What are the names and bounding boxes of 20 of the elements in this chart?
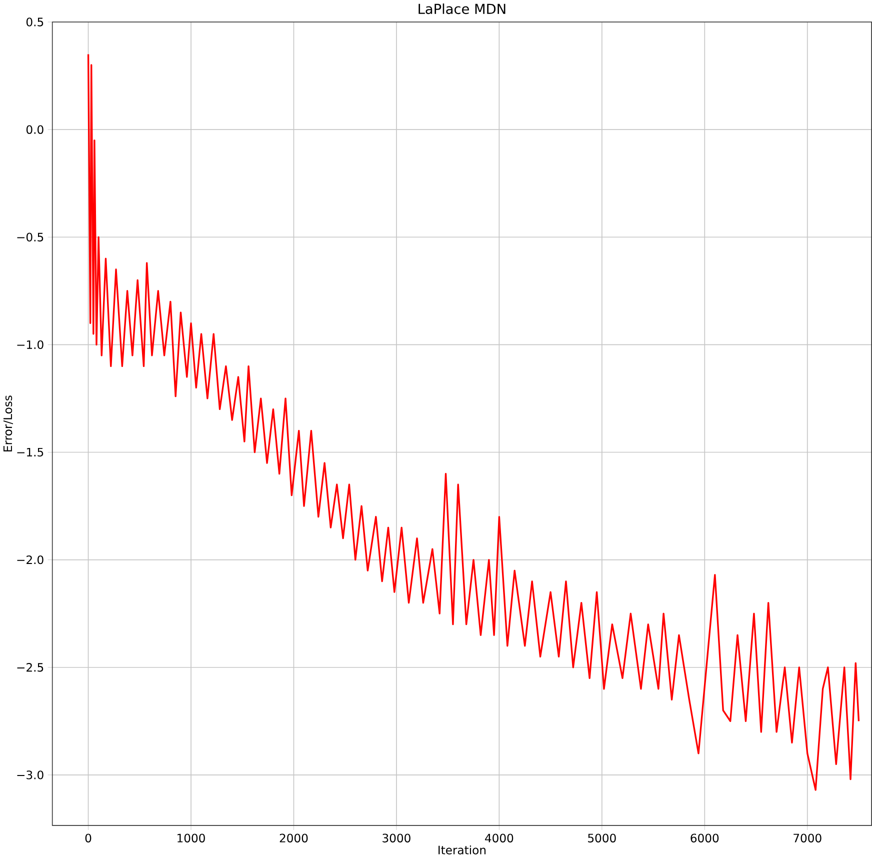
chart-title: LaPlace MDN [418,4,506,14]
x-tick-label: 0 [85,834,92,842]
x-tick-label: 4000 [485,834,514,842]
x-tick-label: 5000 [588,834,616,842]
x-tick-label: 7000 [794,834,822,842]
y-axis-title: Error/Loss [4,396,14,452]
x-tick-label: 6000 [690,834,719,842]
y-tick-label: −1.5 [17,448,44,457]
line-series [87,53,860,791]
x-tick-label: 3000 [382,834,410,842]
y-tick-label: 0.0 [26,125,44,134]
y-tick-label: −1.0 [17,340,44,350]
x-tick-label: 1000 [178,834,205,842]
y-tick-label: −0.5 [17,232,44,242]
y-tick-label: −3.0 [17,770,44,780]
y-tick-label: −2.5 [17,663,44,672]
x-axis-title: Iteration [438,845,486,854]
x-tick-label: 2000 [280,834,308,842]
y-tick-label: −2.0 [17,555,44,564]
y-tick-label: 0.5 [26,18,44,26]
